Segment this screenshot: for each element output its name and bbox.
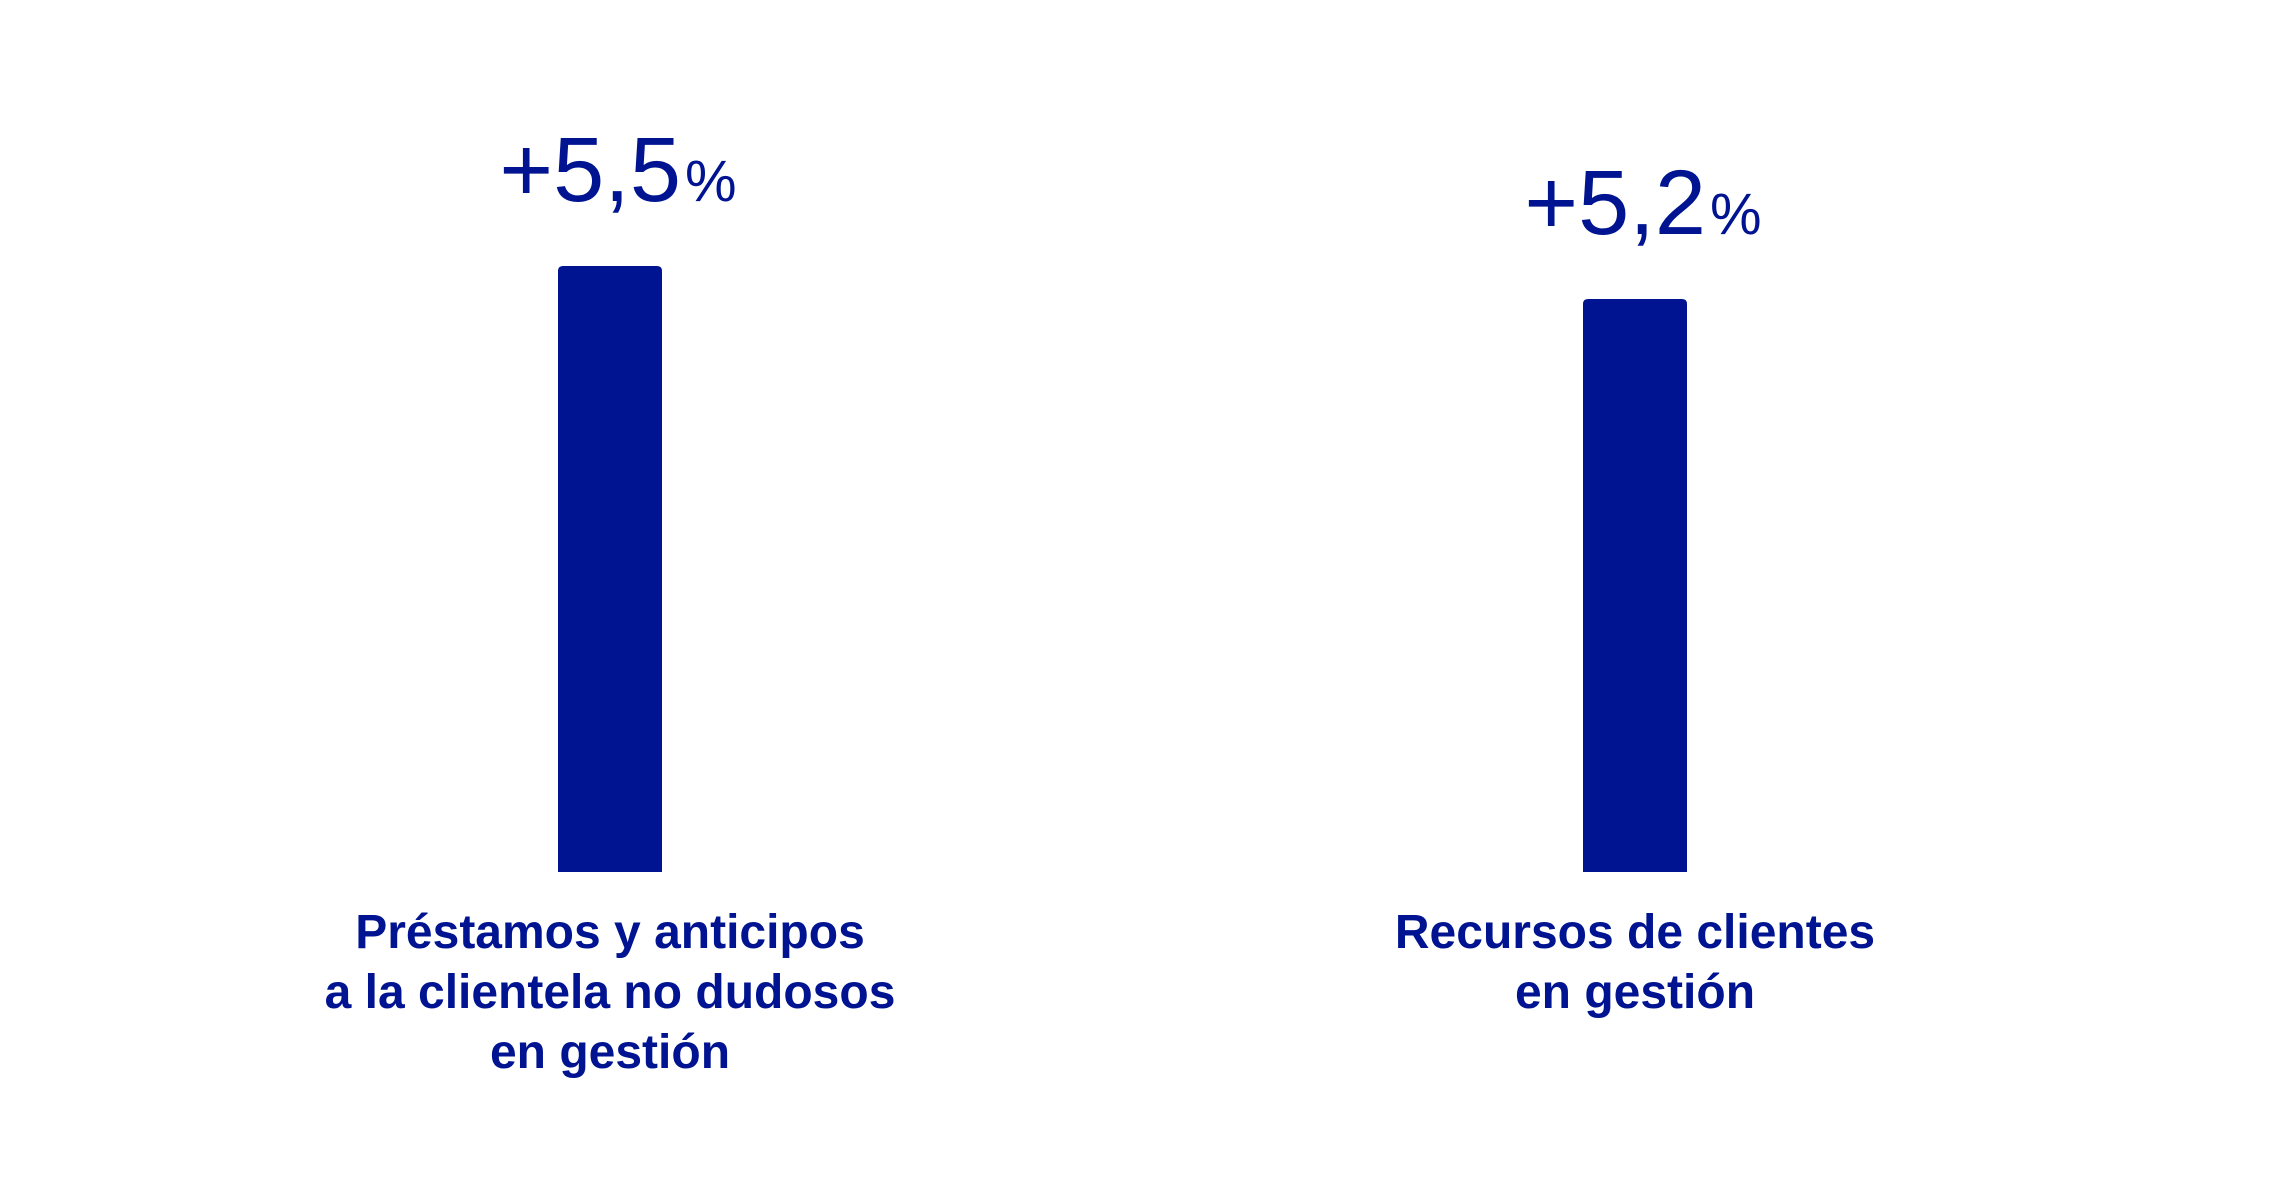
category-label-line: Préstamos y anticipos <box>355 906 865 959</box>
data-label-unit: % <box>1710 182 1762 247</box>
data-label-number: +5,2 <box>1524 152 1706 254</box>
bar-1 <box>558 266 662 872</box>
data-label-1: +5,5% <box>499 119 736 221</box>
bar-2 <box>1583 299 1687 872</box>
category-label-line: a la clientela no dudosos <box>325 966 896 1019</box>
data-label-unit: % <box>685 149 737 214</box>
data-label-number: +5,5 <box>499 119 681 221</box>
category-label-line: en gestión <box>1515 966 1755 1019</box>
category-label-2: Recursos de clientes en gestión <box>1395 906 1875 1019</box>
category-label-line: en gestión <box>490 1026 730 1079</box>
category-label-line: Recursos de clientes <box>1395 906 1875 959</box>
category-label-1: Préstamos y anticipos a la clientela no d… <box>325 906 896 1079</box>
data-label-2: +5,2% <box>1524 152 1761 254</box>
